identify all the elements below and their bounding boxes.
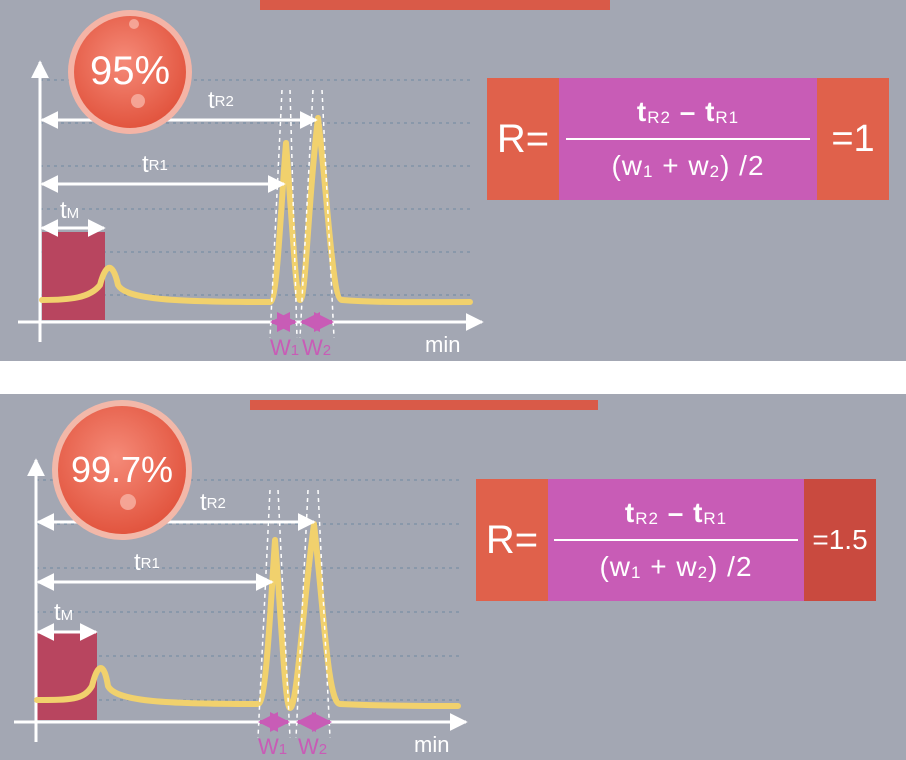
percent-badge: 95% — [68, 10, 192, 134]
formula-left: R= — [487, 78, 559, 200]
w1-label: W1 — [270, 335, 299, 360]
peak-width-guides — [269, 89, 335, 339]
formula-fraction: tR2 – tR1 (w1 + w2) /2 — [548, 479, 804, 601]
panel-separator — [0, 361, 906, 394]
chromatogram-2: tR2 tR1 tM W1 W2 min 99.7% — [14, 400, 598, 759]
w2-label: W2 — [298, 734, 327, 759]
x-axis-label: min — [414, 732, 449, 757]
percent-text: 95% — [90, 49, 170, 93]
tM-label: tM — [54, 599, 73, 626]
chromatogram-1: tR2 tR1 tM W1 W2 min 95% — [18, 0, 610, 360]
tM-label: tM — [60, 197, 79, 224]
tR2-label: tR2 — [200, 489, 226, 516]
w1-label: W1 — [258, 734, 287, 759]
percent-badge: 99.7% — [52, 400, 192, 540]
dead-time-region — [42, 232, 105, 320]
tR1-label: tR1 — [142, 151, 168, 178]
header-bar — [260, 0, 610, 10]
formula-numerator: tR2 – tR1 — [624, 497, 728, 528]
formula-denominator: (w1 + w2) /2 — [611, 150, 765, 181]
formula-result: =1.5 — [804, 479, 876, 601]
dead-time-region — [37, 632, 97, 720]
formula-fraction: tR2 – tR1 (w1 + w2) /2 — [559, 78, 817, 200]
header-bar — [250, 400, 598, 410]
peak-width-guides — [257, 489, 331, 739]
formula-left: R= — [476, 479, 548, 601]
tR2-label: tR2 — [208, 87, 234, 114]
percent-text: 99.7% — [71, 449, 173, 490]
panel-resolution-1: tR2 tR1 tM W1 W2 min 95% R= tR2 – tR1 (w… — [0, 0, 906, 361]
fraction-bar — [566, 138, 810, 140]
x-axis-label: min — [425, 332, 460, 357]
panel-resolution-1-5: tR2 tR1 tM W1 W2 min 99.7% R= tR2 – tR1 … — [0, 394, 906, 760]
formula-numerator: tR2 – tR1 — [636, 96, 740, 127]
formula-result: =1 — [817, 78, 889, 200]
resolution-formula-2: R= tR2 – tR1 (w1 + w2) /2 =1.5 — [476, 479, 876, 601]
formula-denominator: (w1 + w2) /2 — [599, 551, 753, 582]
chromatogram-trace — [34, 521, 461, 711]
chromatogram-trace — [39, 115, 473, 306]
w2-label: W2 — [302, 335, 331, 360]
tR1-label: tR1 — [134, 549, 160, 576]
resolution-formula-1: R= tR2 – tR1 (w1 + w2) /2 =1 — [487, 78, 889, 200]
fraction-bar — [554, 539, 798, 541]
